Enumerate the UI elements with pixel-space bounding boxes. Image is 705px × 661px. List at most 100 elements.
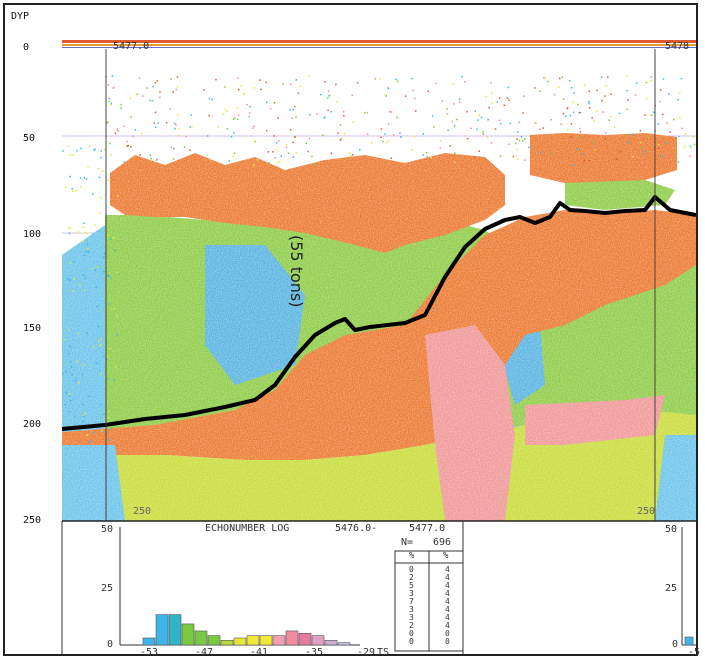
scatter-dot <box>275 142 278 144</box>
scatter-dot <box>110 102 113 105</box>
scatter-dot <box>136 93 138 95</box>
scatter-dot <box>203 89 205 91</box>
scatter-dot <box>456 118 458 121</box>
scatter-dot <box>100 156 102 159</box>
scatter-dot <box>524 159 526 161</box>
scatter-dot <box>522 95 525 97</box>
scatter-dot <box>208 97 211 100</box>
scatter-dot <box>142 95 144 97</box>
scatter-dot <box>588 102 590 105</box>
scatter-dot <box>329 94 331 97</box>
scatter-dot <box>70 425 72 427</box>
scatter-dot <box>64 404 66 406</box>
scatter-dot <box>81 373 84 376</box>
scatter-dot <box>234 117 236 119</box>
scatter-dot <box>116 315 119 317</box>
depth-tick-0: 0 <box>23 42 30 53</box>
scatter-dot <box>86 434 88 436</box>
scatter-dot <box>69 175 71 178</box>
scatter-dot <box>427 90 429 93</box>
scatter-dot <box>328 95 330 97</box>
scatter-dot <box>453 103 455 105</box>
scatter-dot <box>388 164 391 166</box>
scatter-dot <box>159 91 161 93</box>
scatter-dot <box>507 86 509 89</box>
scatter-dot <box>106 259 108 262</box>
log-range-end: 5477.0 <box>409 523 446 534</box>
scatter-dot <box>309 114 311 116</box>
scatter-dot <box>146 87 148 89</box>
scatter-dot <box>657 147 660 149</box>
scatter-dot <box>343 115 345 117</box>
scatter-dot <box>237 77 239 79</box>
scatter-dot <box>414 135 416 138</box>
scatter-dot <box>594 149 596 151</box>
log-title: ECHONUMBER LOG <box>205 523 290 534</box>
scatter-dot <box>165 121 168 124</box>
bottom-mark-right: 250 <box>637 506 656 517</box>
scatter-dot <box>289 129 292 131</box>
scatter-dot <box>79 177 82 179</box>
scatter-dot <box>248 112 251 114</box>
scatter-dot <box>452 83 455 85</box>
scatter-dot <box>71 187 73 190</box>
scatter-dot <box>604 132 607 134</box>
scatter-dot <box>573 111 575 114</box>
scatter-dot <box>226 110 229 112</box>
scatter-dot <box>681 127 683 130</box>
top-bar-blue <box>62 47 696 48</box>
scatter-dot <box>604 138 606 140</box>
scatter-dot <box>110 277 112 279</box>
depth-tick-100: 100 <box>23 229 42 240</box>
scatter-dot <box>65 186 67 189</box>
scatter-dot <box>412 89 414 92</box>
scatter-dot <box>324 116 326 118</box>
scatter-dot <box>645 81 648 84</box>
scatter-dot <box>174 127 176 130</box>
scatter-dot <box>327 97 329 99</box>
scatter-dot <box>88 441 90 444</box>
scatter-dot <box>175 123 177 126</box>
scatter-dot <box>292 156 294 158</box>
scatter-dot <box>343 110 345 113</box>
scatter-dot <box>608 119 610 121</box>
scatter-dot <box>75 379 77 382</box>
scatter-dot <box>69 261 71 264</box>
scatter-dot <box>395 78 397 81</box>
log-y-tick: 50 <box>101 524 114 535</box>
scatter-dot <box>280 155 282 157</box>
scatter-dot <box>107 275 109 278</box>
scatter-dot <box>295 79 297 81</box>
scatter-dot <box>104 148 106 151</box>
scatter-dot <box>254 139 256 142</box>
scatter-dot <box>112 237 115 239</box>
scatter-dot <box>105 358 108 361</box>
histogram-bar <box>246 635 260 646</box>
scatter-dot <box>518 121 520 124</box>
scatter-dot <box>351 153 354 156</box>
scatter-dot <box>641 146 643 149</box>
table-col-2-cell: 4 <box>445 581 450 590</box>
scatter-dot <box>659 100 661 103</box>
scatter-dot <box>316 113 318 115</box>
scatter-dot <box>605 84 608 87</box>
scatter-dot <box>110 154 112 156</box>
scatter-dot <box>322 134 324 136</box>
bottom-mark-left: 250 <box>133 506 152 517</box>
table-col-2-cell: 4 <box>445 613 450 622</box>
log-range-start: 5476.0- <box>335 523 378 534</box>
scatter-dot <box>534 87 536 89</box>
scatter-dot <box>593 141 595 143</box>
scatter-dot <box>539 128 541 130</box>
scatter-dot <box>72 190 74 192</box>
scatter-dot <box>411 77 413 80</box>
scatter-dot <box>661 155 663 158</box>
scatter-dot <box>123 161 125 163</box>
scatter-dot <box>123 125 126 128</box>
scatter-dot <box>522 140 524 142</box>
scatter-dot <box>130 116 132 118</box>
table-col-2-cell: 0 <box>445 629 450 638</box>
scatter-dot <box>645 97 648 100</box>
scatter-dot <box>453 126 455 128</box>
scatter-dot <box>129 97 132 100</box>
